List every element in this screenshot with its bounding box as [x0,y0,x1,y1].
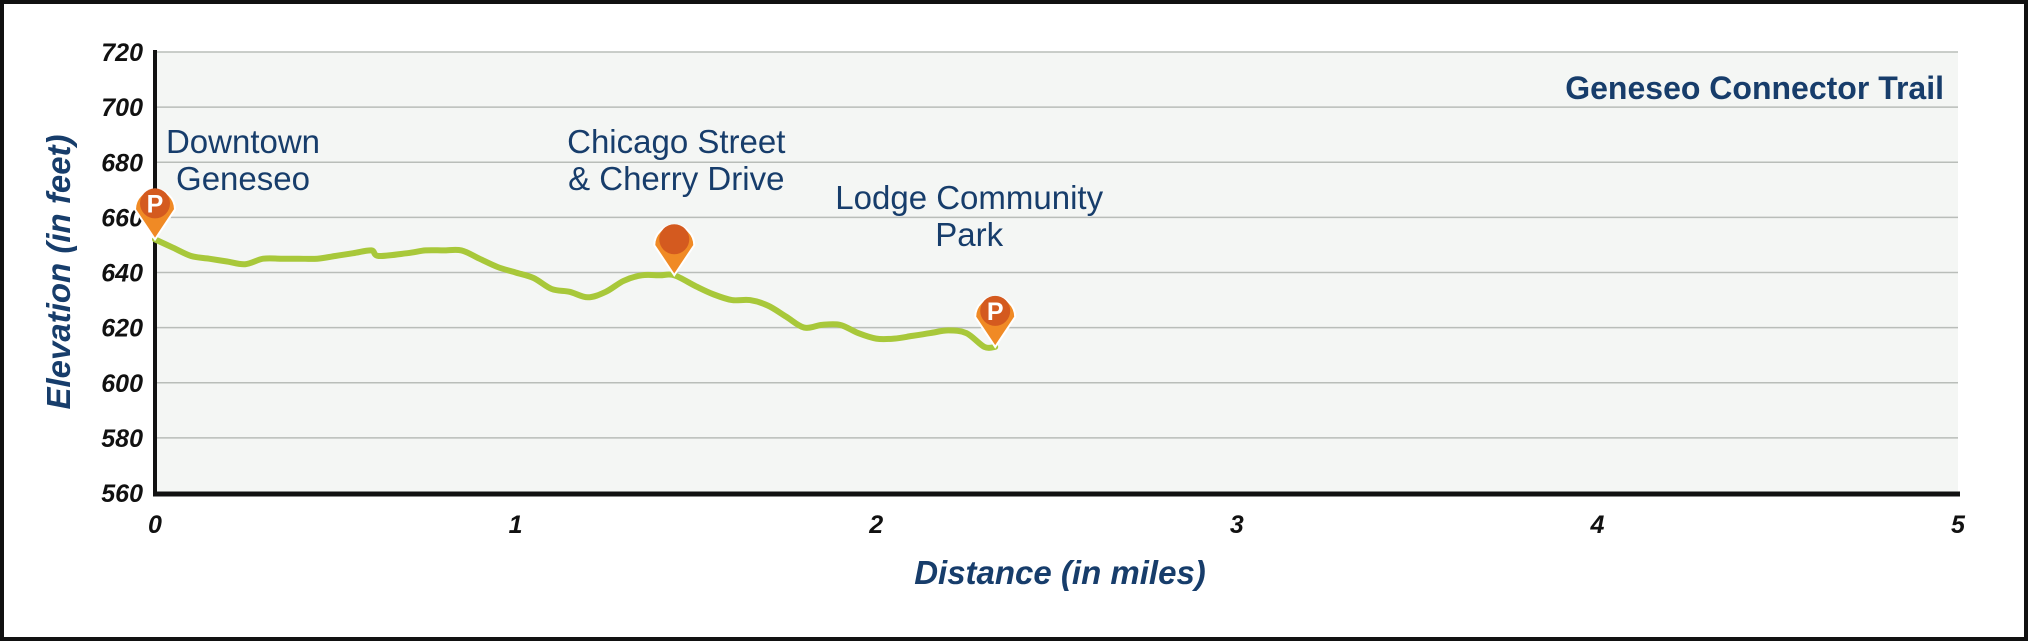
annotation-label: & Cherry Drive [568,160,784,197]
marker-center [140,188,170,219]
marker-center [980,295,1011,326]
x-tick-label: 5 [1951,511,1966,539]
annotation-label: Lodge Community [835,179,1103,216]
y-tick-label: 620 [101,315,143,343]
y-tick-label: 720 [101,39,143,67]
parking-marker: P [974,295,1017,349]
marker-center [659,224,690,255]
y-axis-title: Elevation (in feet) [40,134,77,409]
x-tick-label: 0 [148,511,162,539]
marker-letter: P [147,190,164,218]
elevation-series-line [152,236,999,351]
annotation-label: Chicago Street [567,123,785,160]
y-tick-label: 680 [101,149,143,177]
x-tick-label: 3 [1230,511,1244,539]
annotation-label: Park [935,216,1003,253]
chart-title: Geneseo Connector Trail [1565,70,1944,106]
x-tick-label: 4 [1589,511,1604,539]
trailhead-marker [653,224,696,278]
x-tick-label: 1 [509,511,523,539]
parking-marker: P [133,188,177,242]
y-tick-label: 640 [101,260,143,288]
marker-letter: P [987,298,1004,326]
y-tick-label: 700 [101,94,143,122]
annotation-label: Downtown [166,123,320,160]
y-tick-label: 580 [101,425,143,453]
x-axis-title: Distance (in miles) [914,554,1206,591]
annotation-label: Geneseo [176,160,310,197]
x-tick-label: 2 [868,511,883,539]
y-tick-label: 560 [101,480,143,508]
y-tick-label: 600 [101,370,143,398]
